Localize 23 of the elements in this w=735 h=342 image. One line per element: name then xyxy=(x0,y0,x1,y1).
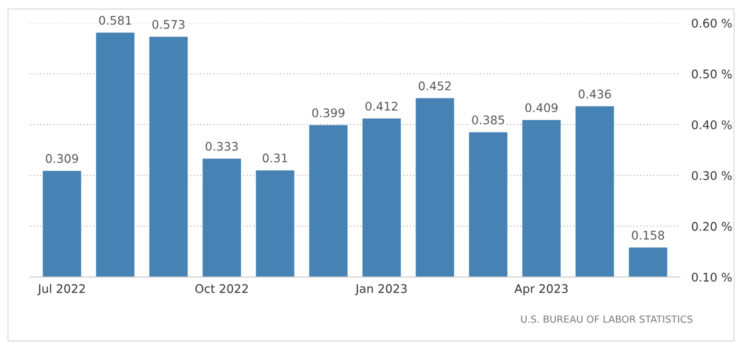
data-label: 0.385 xyxy=(472,115,504,124)
y-tick-label: 0.60 % xyxy=(692,18,732,28)
y-tick-label: 0.30 % xyxy=(692,171,732,180)
data-label: 0.452 xyxy=(418,81,451,90)
data-label: 0.409 xyxy=(525,103,558,112)
x-tick-label: Jul 2022 xyxy=(37,284,85,296)
y-tick-label: 0.40 % xyxy=(692,120,732,130)
y-tick-label: 0.10 % xyxy=(692,272,732,282)
data-label: 0.333 xyxy=(206,142,238,151)
text: U.S. BUREAU OF LABOR STATISTICS xyxy=(521,315,692,323)
y-tick-label: 0.50 % xyxy=(692,70,732,78)
x-tick-label: Jan 2023 xyxy=(355,284,407,296)
data-label: 0.412 xyxy=(366,102,398,111)
data-label: 0.158 xyxy=(632,230,664,240)
data-label: 0.309 xyxy=(46,154,78,163)
x-tick-label: Apr 2023 xyxy=(514,284,568,296)
data-label: 0.399 xyxy=(312,108,344,118)
data-label: 0.581 xyxy=(99,16,132,25)
data-label: 0.573 xyxy=(152,20,184,29)
data-label: 0.436 xyxy=(578,90,611,98)
y-tick-label: 0.20 % xyxy=(692,222,732,231)
data-label: 0.31 xyxy=(262,154,288,162)
x-tick-label: Oct 2022 xyxy=(195,284,248,294)
